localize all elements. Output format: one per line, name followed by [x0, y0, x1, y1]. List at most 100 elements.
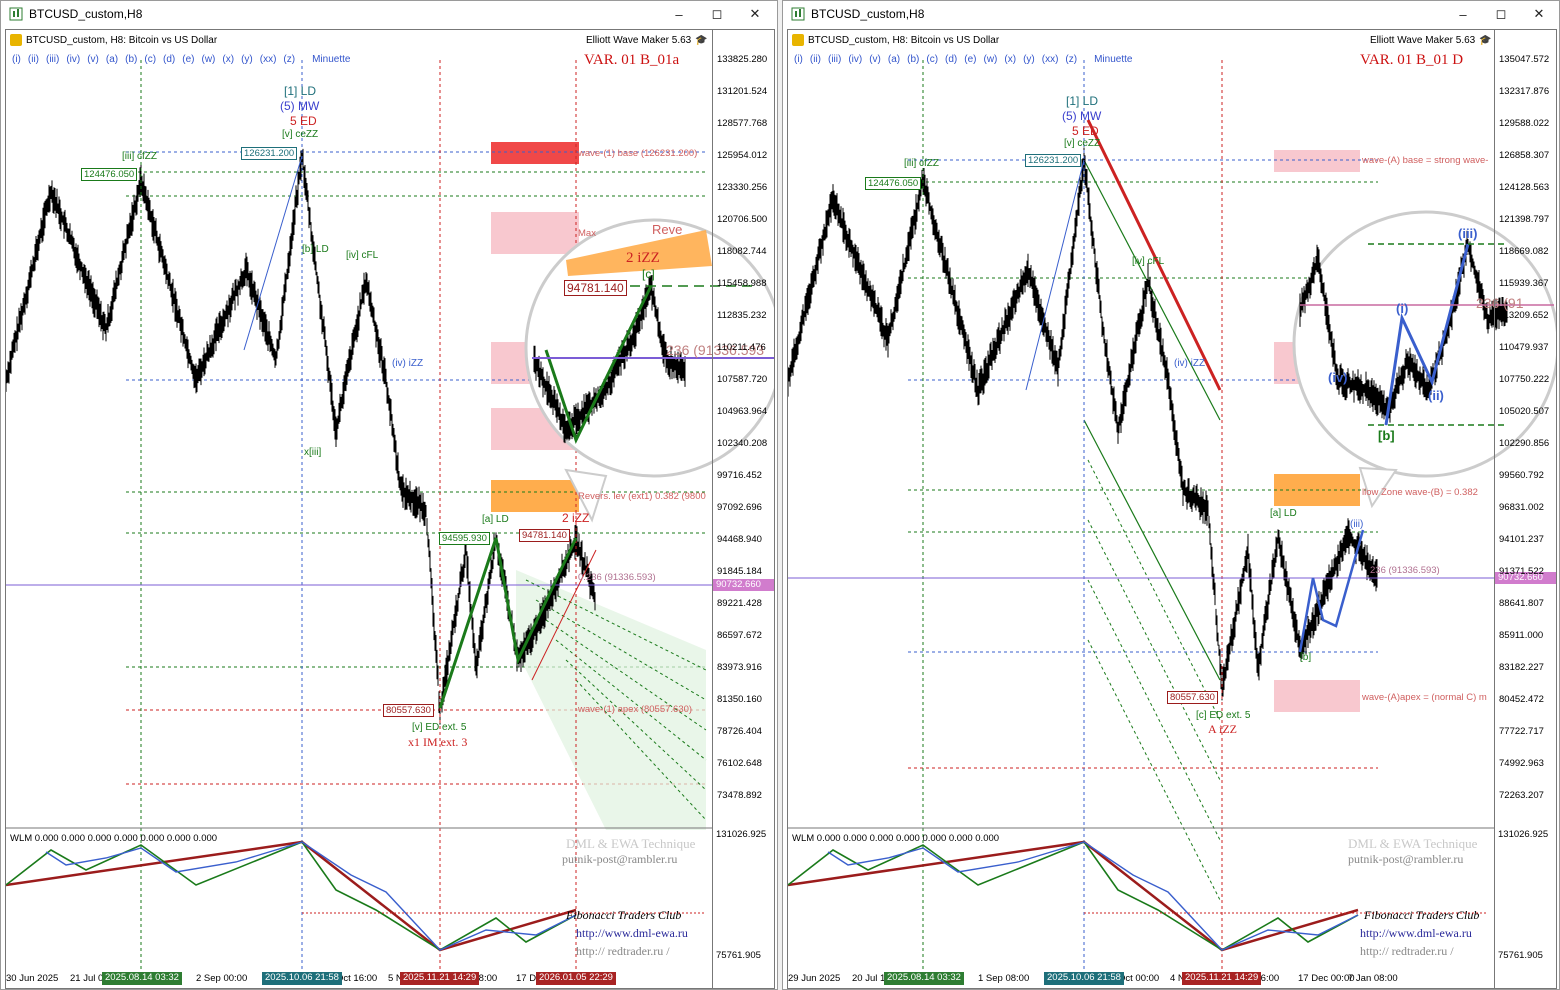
price-tick-label: 121398.797 [1499, 214, 1550, 225]
time-crosshair-tag: 2025.08.14 03:32 [884, 972, 964, 985]
wave-degree-button[interactable]: (iii) [828, 54, 842, 65]
credit-url[interactable]: http://www.dml-ewa.ru [576, 926, 688, 940]
price-chart-left[interactable]: BTCUSD_custom, H8: Bitcoin vs US Dollar … [5, 29, 775, 989]
zone-label-apex: wave-(A)apex = (normal C) m [1362, 692, 1487, 703]
wave-degree-button[interactable]: (i) [12, 54, 21, 65]
wave-degree-button[interactable]: (c) [926, 54, 939, 65]
wave-degree-button[interactable]: (xx) [1041, 54, 1059, 65]
window-titlebar[interactable]: BTCUSD_custom,H8 – ◻ ✕ [783, 1, 1559, 27]
price-tick-label: 94101.237 [1499, 534, 1544, 545]
zone-label-apex: wave-(1) apex (80557.630) [578, 704, 693, 715]
price-tick-label: 112835.232 [717, 310, 767, 321]
price-axis[interactable]: 90732.660 133825.280 131201.524 128577.768… [712, 30, 774, 988]
credit-club: Fibonacci Traders Club [566, 908, 682, 922]
wave-degree-button[interactable]: (x) [1004, 54, 1017, 65]
wave-degree-button[interactable]: (e) [182, 54, 195, 65]
price-tick-label: 120706.500 [717, 214, 768, 225]
close-button[interactable]: ✕ [1533, 6, 1545, 21]
wave-degree-button[interactable]: (z) [283, 54, 296, 65]
trend-channel [1025, 159, 1085, 391]
price-tick-label: 74992.963 [1499, 758, 1544, 769]
wave-degree-button[interactable]: (z) [1065, 54, 1078, 65]
wave-degree-button[interactable]: (e) [964, 54, 977, 65]
minimize-button[interactable]: – [675, 6, 683, 22]
wave-degree-button[interactable]: (iii) [46, 54, 60, 65]
wave-degree-toolbar[interactable]: (i) (ii) (iii) (iv) (v) (a) (b) (c) (d) (e) (w) (x)… [794, 54, 1132, 65]
wave-degree-button[interactable]: (a) [105, 54, 119, 65]
zone-max [491, 212, 579, 254]
zone-label-base: wave-(1) base (126231.200) [578, 148, 698, 159]
wave-label-cezz: [v] ceZZ [1064, 138, 1101, 149]
wave-degree-button[interactable]: (c) [144, 54, 157, 65]
price-tick-label: 110211.476 [717, 342, 766, 353]
window-titlebar[interactable]: BTCUSD_custom,H8 – ◻ ✕ [1, 1, 777, 27]
wave-degree-button[interactable]: Minuette [1094, 54, 1133, 65]
zoom-label-rev: Reve [652, 222, 683, 237]
fib-channel-line [1087, 519, 1221, 781]
wave-degree-button[interactable]: (v) [869, 54, 881, 65]
price-tick-label: 91371.522 [1499, 566, 1544, 577]
credit-email: putnik-post@rambler.ru [562, 852, 678, 866]
credit-technique: DML & EWA Technique [566, 836, 696, 851]
price-axis[interactable]: 90732.660 135047.572 132317.876 129588.022… [1494, 30, 1556, 988]
credit-url[interactable]: http://www.dml-ewa.ru [1360, 926, 1472, 940]
window-title: BTCUSD_custom,H8 [29, 7, 143, 21]
wave-degree-button[interactable]: (v) [87, 54, 99, 65]
wave-label-ld: [1] LD [1066, 94, 1099, 108]
maximize-button[interactable]: ◻ [1495, 6, 1507, 21]
time-axis[interactable]: 29 Jun 2025 20 Jul 1 1 Sep 08:00 Oct 00:00 4… [788, 970, 1494, 988]
wave-degree-button[interactable]: (d) [945, 54, 958, 65]
wave-degree-button[interactable]: Minuette [312, 54, 351, 65]
time-tick-label: 17 D [516, 973, 537, 984]
fib-channel-line [535, 599, 707, 701]
wave-label-ed: 5 ED [1072, 124, 1099, 138]
credit-redtrader[interactable]: http:// redtrader.ru / [576, 944, 670, 958]
zone-label-yellow: llow Zone wave-(B) = 0.382 [1362, 487, 1478, 498]
wave-degree-button[interactable]: (i) [794, 54, 803, 65]
wave-degree-button[interactable]: (x) [222, 54, 235, 65]
price-tick-label: 131201.524 [717, 86, 768, 97]
wave-degree-button[interactable]: (w) [983, 54, 998, 65]
fib-label: 236 (91336.593) [1370, 565, 1440, 576]
time-tick-label: 29 Jun 2025 [788, 973, 841, 984]
price-tick-label: 85911.000 [1499, 630, 1544, 641]
maximize-button[interactable]: ◻ [711, 6, 723, 21]
price-tick-label: 105020.507 [1499, 406, 1550, 417]
minimize-button[interactable]: – [1459, 6, 1467, 22]
price-tick-label: 129588.022 [1499, 118, 1550, 129]
time-axis[interactable]: 30 Jun 2025 21 Jul 0 2 Sep 00:00 Oct 16:00 5… [6, 970, 712, 988]
wave-degree-button[interactable]: (b) [125, 54, 138, 65]
chart-window-left[interactable]: BTCUSD_custom,H8 – ◻ ✕ BTCUSD_custom, H8… [0, 0, 778, 990]
wave-degree-button[interactable]: (b) [907, 54, 920, 65]
zoom-label-fib: 236 (91 [1476, 295, 1524, 311]
price-tick-label: 81350.160 [717, 694, 762, 705]
zoom-pointer [564, 468, 608, 523]
trend-line-red [1086, 119, 1222, 391]
elliott-wave-path [438, 537, 578, 709]
close-button[interactable]: ✕ [749, 6, 761, 21]
chart-window-right[interactable]: BTCUSD_custom,H8 – ◻ ✕ BTCUSD_custom, H8… [782, 0, 1560, 990]
chart-canvas[interactable] [788, 30, 1557, 989]
wlm-blue-line [827, 841, 1359, 951]
wave-degree-button[interactable]: (a) [887, 54, 901, 65]
wave-degree-button[interactable]: (iv) [66, 54, 81, 65]
indicator-label: Elliott Wave Maker 5.63 🎓 [1370, 35, 1492, 46]
wave-degree-button[interactable]: (y) [241, 54, 253, 65]
wave-degree-button[interactable]: (ii) [27, 54, 39, 65]
wave-degree-button[interactable]: (xx) [259, 54, 277, 65]
wave-degree-button[interactable]: (ii) [809, 54, 821, 65]
wave-degree-button[interactable]: (d) [163, 54, 176, 65]
price-tick-label: 80452.472 [1499, 694, 1544, 705]
credit-redtrader[interactable]: http:// redtrader.ru / [1360, 944, 1454, 958]
price-chart-right[interactable]: BTCUSD_custom, H8: Bitcoin vs US Dollar … [787, 29, 1557, 989]
wave-degree-button[interactable]: (y) [1023, 54, 1035, 65]
zoom-magnifier [1292, 210, 1556, 478]
wlm-green-line [788, 841, 1359, 951]
wave-label-ed: 5 ED [290, 114, 317, 128]
wave-degree-button[interactable]: (iv) [848, 54, 863, 65]
wave-degree-toolbar[interactable]: (i) (ii) (iii) (iv) (v) (a) (b) (c) (d) (e) (w) (x)… [12, 54, 350, 65]
wave-label-cezz: [v] ceZZ [282, 129, 319, 140]
price-tick-label: 115939.367 [1499, 278, 1549, 289]
credit-technique: DML & EWA Technique [1348, 836, 1478, 851]
wave-degree-button[interactable]: (w) [201, 54, 216, 65]
